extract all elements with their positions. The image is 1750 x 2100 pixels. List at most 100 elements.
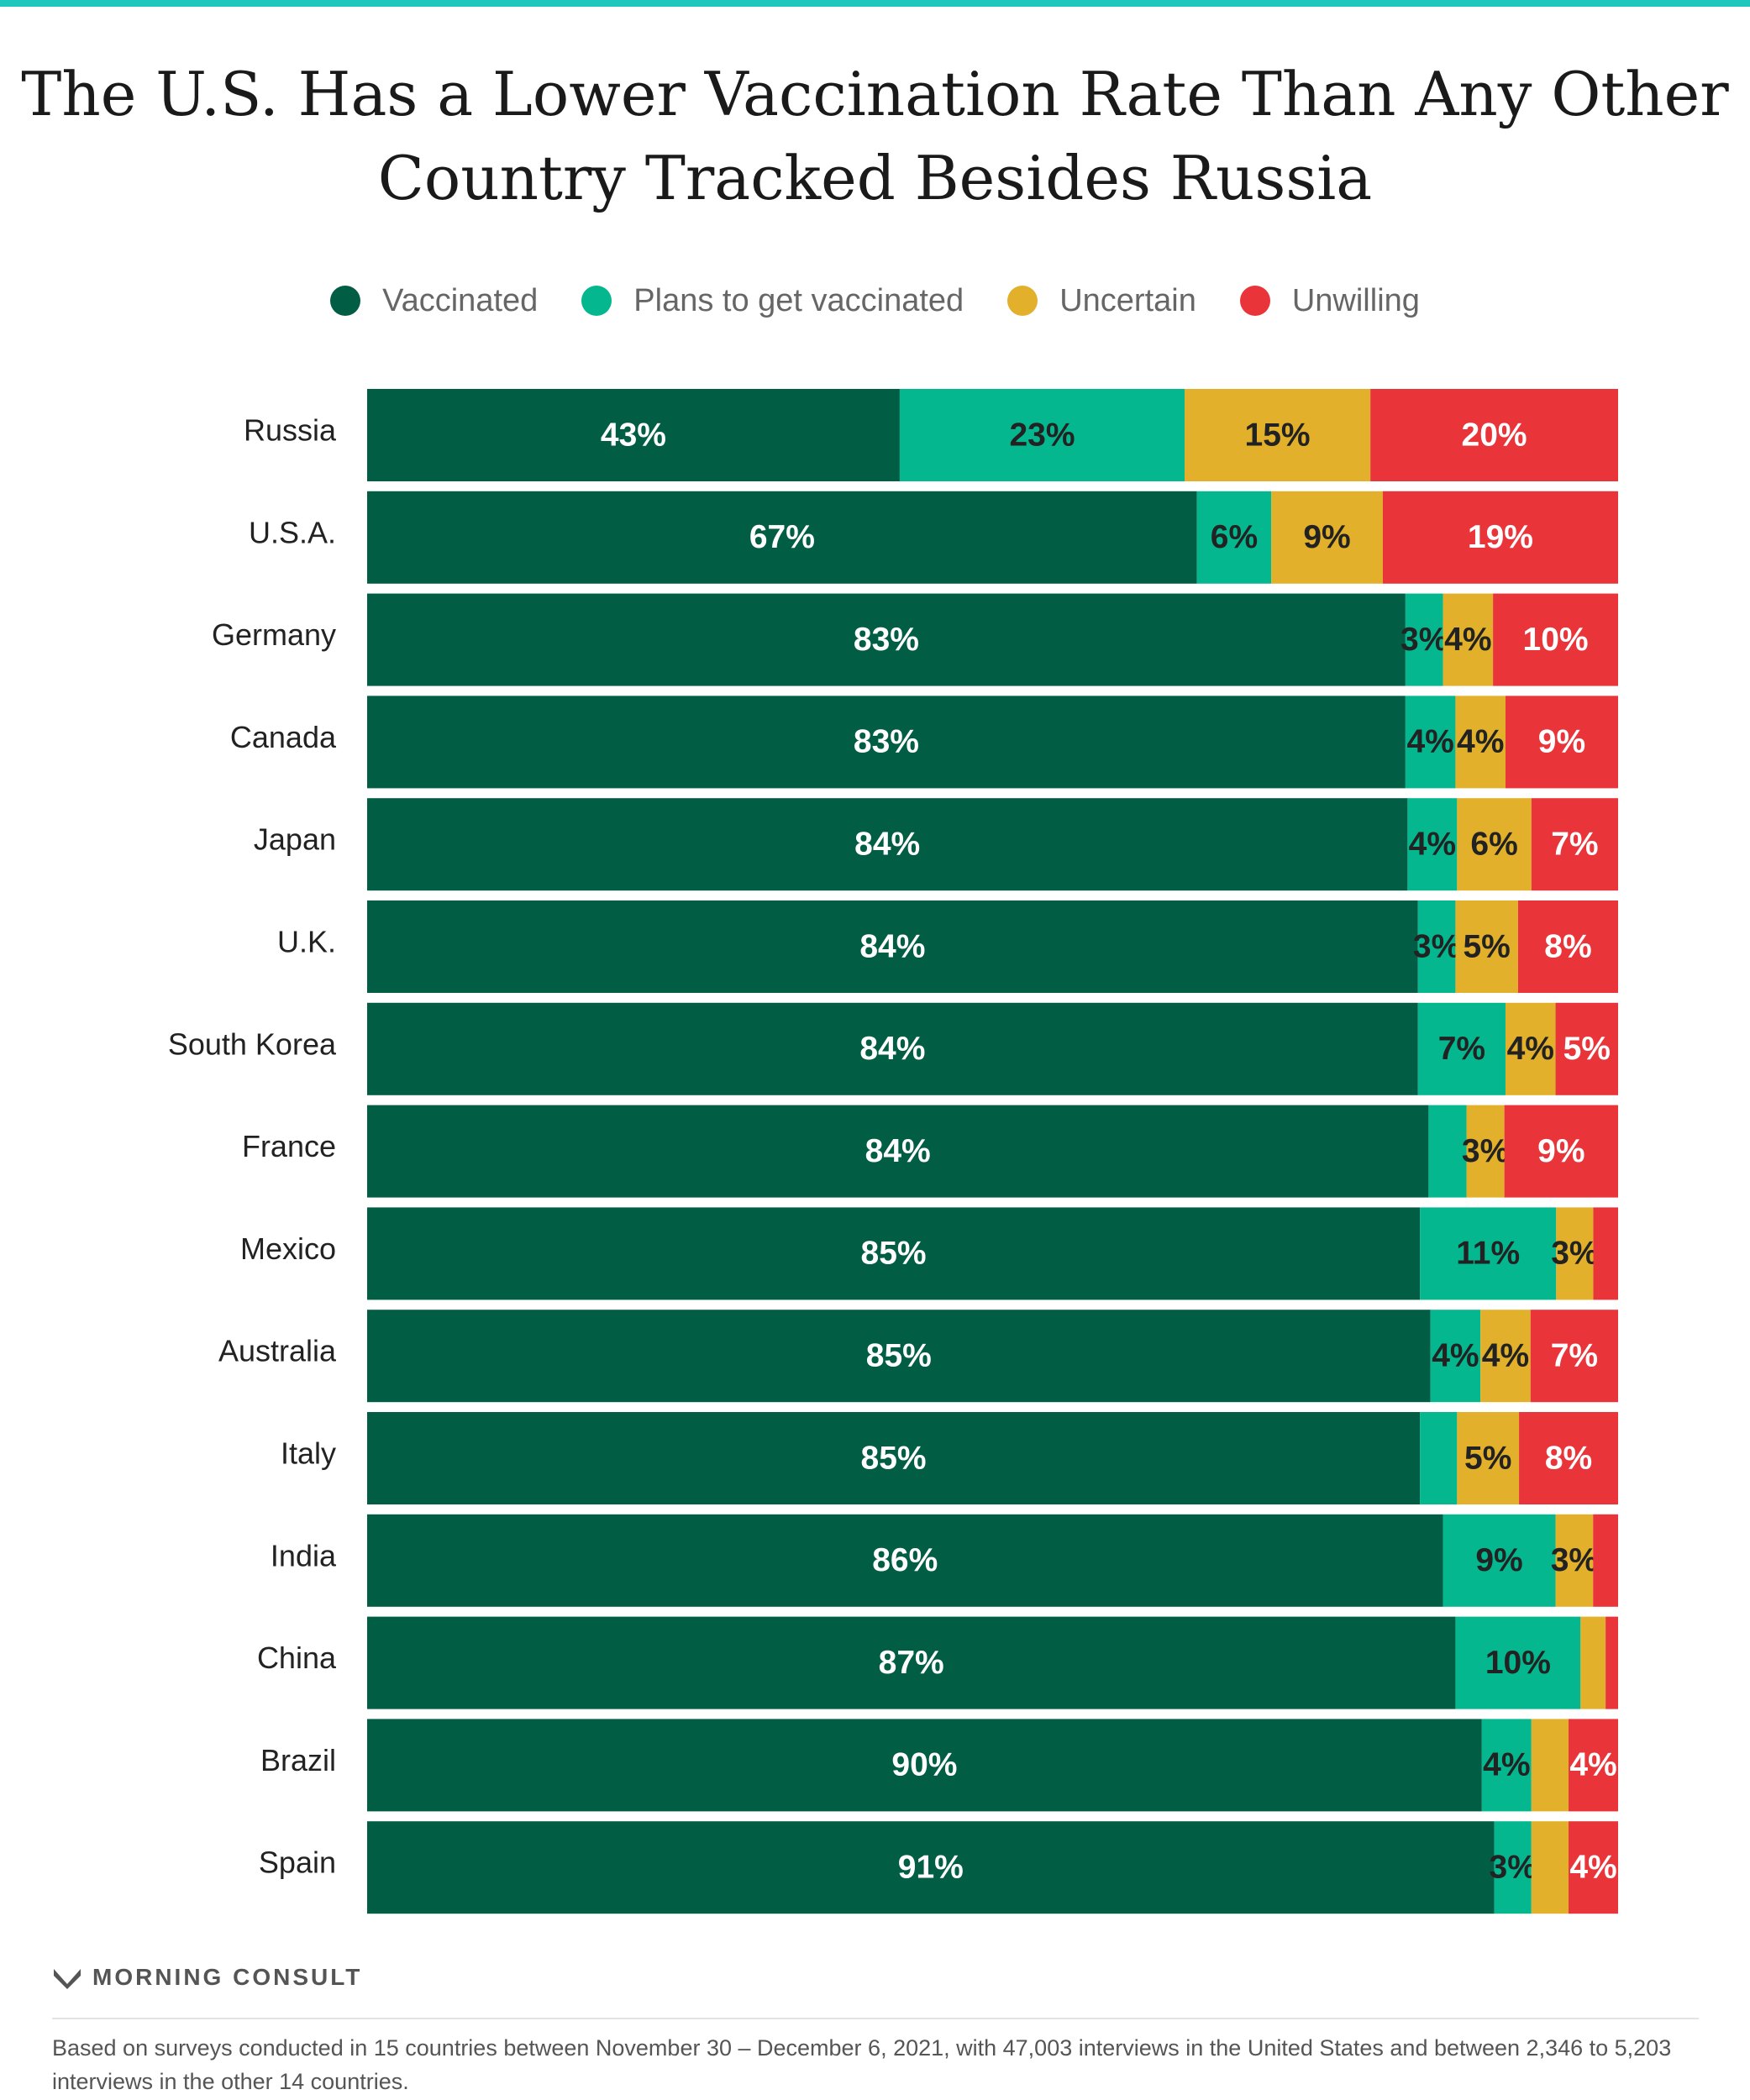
legend-item-vaccinated: Vaccinated: [330, 283, 538, 319]
chart-title-line-1: The U.S. Has a Lower Vaccination Rate Th…: [21, 59, 1729, 129]
data-label-japan-vaccinated: 84%: [854, 826, 920, 862]
data-label-u-s-a-unwilling: 19%: [1468, 519, 1533, 555]
data-label-canada-uncertain: 4%: [1457, 724, 1504, 760]
bar-segment-russia-unwilling: [1370, 389, 1618, 481]
bar-segment-india-plans-to-get-vaccinated: [1443, 1514, 1556, 1607]
bar-segment-japan-plans-to-get-vaccinated: [1407, 798, 1458, 891]
data-label-russia-plans-to-get-vaccinated: 23%: [1009, 417, 1075, 453]
bar-segment-u-k-vaccinated: [367, 900, 1418, 993]
bar-segment-mexico-unwilling: [1593, 1207, 1618, 1300]
data-label-france-unwilling: 9%: [1537, 1133, 1584, 1169]
data-label-spain-vaccinated: 91%: [898, 1849, 964, 1885]
bar-segment-u-k-plans-to-get-vaccinated: [1417, 900, 1456, 993]
bar-segment-italy-plans-to-get-vaccinated: [1420, 1412, 1458, 1504]
data-label-u-k-vaccinated: 84%: [859, 928, 925, 964]
legend-label-vaccinated: Vaccinated: [382, 282, 539, 318]
bar-segment-japan-vaccinated: [367, 798, 1408, 891]
data-label-u-s-a-vaccinated: 67%: [749, 519, 815, 555]
bar-segment-italy-unwilling: [1519, 1412, 1618, 1504]
legend-dot-vaccinated: [330, 286, 361, 316]
bar-segment-russia-vaccinated: [367, 389, 900, 481]
category-label-u-s-a: U.S.A.: [249, 515, 336, 549]
data-label-japan-unwilling: 7%: [1551, 826, 1598, 862]
data-label-india-vaccinated: 86%: [872, 1542, 938, 1578]
bar-segment-australia-vaccinated: [367, 1310, 1431, 1403]
data-label-brazil-unwilling: 4%: [1569, 1747, 1616, 1783]
bar-segment-mexico-plans-to-get-vaccinated: [1420, 1207, 1557, 1300]
bar-segment-spain-uncertain: [1531, 1821, 1569, 1914]
bar-segment-russia-plans-to-get-vaccinated: [899, 389, 1185, 481]
data-label-italy-unwilling: 8%: [1545, 1440, 1592, 1476]
data-label-germany-vaccinated: 83%: [854, 622, 919, 658]
bar-segment-brazil-plans-to-get-vaccinated: [1481, 1719, 1532, 1812]
bar-segment-spain-plans-to-get-vaccinated: [1494, 1821, 1532, 1914]
bar-segment-germany-uncertain: [1443, 593, 1494, 686]
bar-segment-germany-plans-to-get-vaccinated: [1405, 593, 1443, 686]
category-label-brazil: Brazil: [260, 1743, 336, 1777]
data-label-south-korea-vaccinated: 84%: [859, 1031, 925, 1067]
data-label-spain-plans-to-get-vaccinated: 3%: [1490, 1849, 1537, 1885]
methodology-note: Based on surveys conducted in 15 countri…: [52, 2035, 1672, 2094]
bar-segment-china-uncertain: [1580, 1616, 1606, 1709]
bar-segment-south-korea-plans-to-get-vaccinated: [1417, 1002, 1506, 1095]
data-label-germany-plans-to-get-vaccinated: 3%: [1401, 622, 1448, 658]
chart-title: The U.S. Has a Lower Vaccination Rate Th…: [0, 52, 1750, 220]
legend-item-uncertain: Uncertain: [1007, 283, 1196, 319]
bar-segment-u-s-a-vaccinated: [367, 491, 1197, 584]
bar-segment-china-vaccinated: [367, 1616, 1456, 1709]
data-label-germany-uncertain: 4%: [1444, 622, 1491, 658]
bar-segment-brazil-unwilling: [1569, 1719, 1618, 1812]
data-label-australia-uncertain: 4%: [1482, 1337, 1529, 1373]
category-label-germany: Germany: [212, 617, 336, 652]
data-label-u-k-unwilling: 8%: [1544, 928, 1591, 964]
category-label-china: China: [257, 1641, 337, 1675]
data-label-russia-unwilling: 20%: [1462, 417, 1527, 453]
data-label-u-k-uncertain: 5%: [1463, 928, 1510, 964]
category-label-u-k: U.K.: [277, 925, 336, 959]
data-label-mexico-plans-to-get-vaccinated: 11%: [1456, 1236, 1520, 1272]
bar-segment-japan-uncertain: [1457, 798, 1532, 891]
data-label-canada-plans-to-get-vaccinated: 4%: [1406, 724, 1453, 760]
category-label-italy: Italy: [281, 1436, 336, 1471]
bar-segment-south-korea-vaccinated: [367, 1002, 1418, 1095]
bar-segment-spain-unwilling: [1569, 1821, 1618, 1914]
legend-dot-plans: [581, 286, 612, 316]
stacked-bar-chart: Russia 43% 23% 15% 20% U.S.A. 67% 6% 9% 19% German…: [168, 389, 1618, 1914]
data-label-u-s-a-plans-to-get-vaccinated: 6%: [1211, 519, 1258, 555]
bar-segment-france-uncertain: [1466, 1105, 1505, 1198]
bar-segment-canada-plans-to-get-vaccinated: [1405, 696, 1456, 789]
bar-segment-u-s-a-uncertain: [1271, 491, 1383, 584]
chart-title-line-2: Country Tracked Besides Russia: [377, 143, 1373, 213]
data-label-italy-vaccinated: 85%: [861, 1440, 927, 1476]
bar-segment-china-plans-to-get-vaccinated: [1455, 1616, 1581, 1709]
category-label-canada: Canada: [230, 720, 337, 754]
data-label-brazil-vaccinated: 90%: [891, 1747, 957, 1783]
bar-segment-china-unwilling: [1605, 1616, 1618, 1709]
category-label-france: France: [242, 1129, 336, 1163]
bar-segment-brazil-vaccinated: [367, 1719, 1482, 1812]
data-label-russia-uncertain: 15%: [1245, 417, 1311, 453]
data-label-canada-vaccinated: 83%: [854, 724, 919, 760]
footer-divider: [52, 2018, 1699, 2019]
data-label-south-korea-uncertain: 4%: [1507, 1031, 1554, 1067]
data-label-south-korea-plans-to-get-vaccinated: 7%: [1438, 1031, 1485, 1067]
legend-label-unwilling: Unwilling: [1291, 282, 1420, 318]
bar-segment-france-vaccinated: [367, 1105, 1429, 1198]
bar-segment-u-k-unwilling: [1517, 900, 1618, 993]
morning-consult-logo-icon: [54, 1969, 81, 1989]
legend-item-unwilling: Unwilling: [1239, 282, 1420, 319]
bar-segment-canada-vaccinated: [367, 696, 1406, 789]
legend-dot-uncertain: [1007, 286, 1038, 316]
bar-segment-brazil-uncertain: [1531, 1719, 1569, 1812]
data-label-brazil-plans-to-get-vaccinated: 4%: [1483, 1747, 1530, 1783]
legend-item-plans: Plans to get vaccinated: [581, 283, 964, 319]
data-label-u-k-plans-to-get-vaccinated: 3%: [1413, 928, 1460, 964]
data-label-spain-unwilling: 4%: [1569, 1849, 1616, 1885]
data-label-india-plans-to-get-vaccinated: 9%: [1475, 1542, 1522, 1578]
legend-label-plans: Plans to get vaccinated: [633, 282, 964, 318]
category-label-south-korea: South Korea: [168, 1026, 337, 1061]
bar-segment-south-korea-unwilling: [1555, 1002, 1618, 1095]
bar-segment-india-unwilling: [1593, 1514, 1618, 1607]
bar-segment-australia-plans-to-get-vaccinated: [1430, 1310, 1481, 1403]
bar-segment-u-s-a-plans-to-get-vaccinated: [1196, 491, 1272, 584]
